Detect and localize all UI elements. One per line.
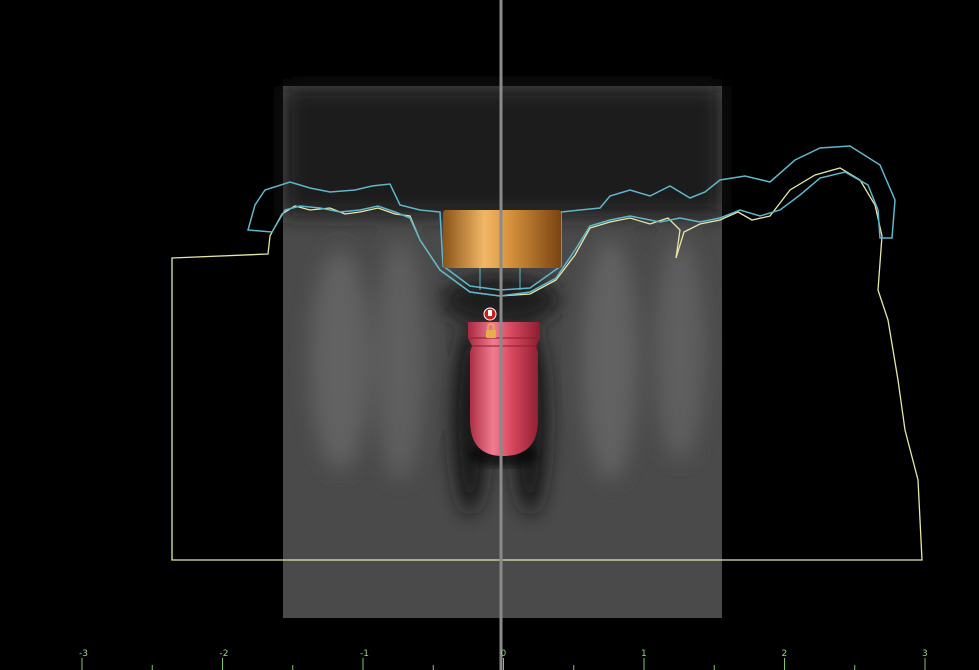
ruler-label: 3: [922, 649, 928, 659]
bone-outline: [171, 167, 923, 561]
ruler-label: -2: [220, 649, 229, 659]
ruler-label: 2: [782, 649, 788, 659]
ruler-label: -1: [360, 649, 369, 659]
lock-icon[interactable]: [486, 330, 496, 338]
lock-shackle: [487, 323, 495, 330]
implant: [468, 322, 540, 456]
ruler: -3 -2 -1 0 1 2 3: [79, 649, 928, 670]
gum-outline: [247, 145, 896, 297]
warning-mark: [488, 310, 492, 316]
ruler-label: 1: [641, 649, 647, 659]
ruler-label: 0: [501, 649, 507, 659]
ruler-label: -3: [79, 649, 88, 659]
